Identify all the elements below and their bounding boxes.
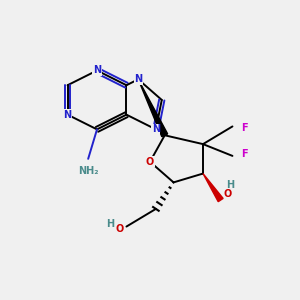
- Text: F: F: [241, 149, 248, 159]
- Text: N: N: [134, 74, 142, 84]
- Text: H: H: [226, 180, 235, 190]
- Text: N: N: [64, 110, 72, 120]
- Text: N: N: [152, 124, 160, 134]
- Text: H: H: [106, 219, 115, 229]
- Polygon shape: [138, 79, 168, 137]
- Text: O: O: [224, 189, 232, 199]
- Text: O: O: [115, 224, 124, 235]
- Polygon shape: [203, 174, 223, 202]
- Text: N: N: [93, 65, 101, 76]
- Text: NH₂: NH₂: [78, 166, 98, 176]
- Text: O: O: [146, 157, 154, 167]
- Text: F: F: [241, 123, 248, 133]
